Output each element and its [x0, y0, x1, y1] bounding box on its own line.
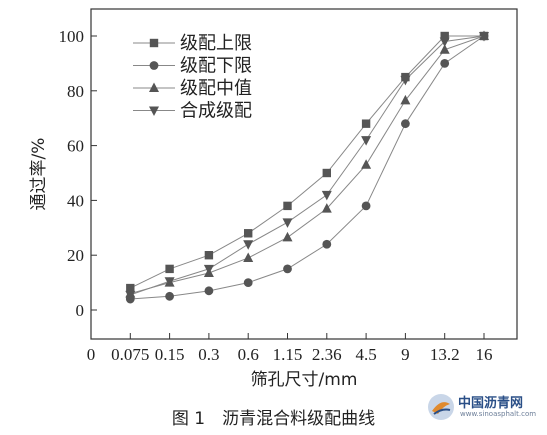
legend-marker — [149, 106, 159, 116]
watermark-name: 中国沥青网 — [458, 396, 524, 411]
x-tick-label: 2.36 — [312, 345, 342, 364]
legend-item: 级配上限 — [133, 33, 252, 54]
legend-marker — [149, 61, 159, 70]
data-point — [439, 37, 450, 47]
data-point — [322, 239, 332, 249]
data-point — [401, 119, 410, 129]
x-axis-title: 筛孔尺寸/mm — [251, 370, 358, 390]
legend-marker — [149, 82, 159, 92]
x-tick-label: 9 — [401, 345, 410, 364]
data-point — [164, 277, 175, 287]
x-tick-label: 13.2 — [430, 345, 460, 364]
x-tick-label: 0.3 — [198, 345, 219, 364]
data-point — [282, 231, 293, 242]
data-point — [125, 290, 136, 301]
data-point — [204, 251, 214, 260]
data-point — [282, 218, 293, 228]
y-tick-label: 20 — [67, 246, 84, 265]
plot-frame — [90, 8, 518, 340]
watermark-url: www.sinoasphalt.com — [460, 410, 537, 418]
x-tick-label: 4.5 — [355, 345, 376, 364]
legend-label: 级配上限 — [180, 33, 252, 54]
data-point — [283, 201, 292, 211]
data-point — [243, 252, 254, 262]
data-point — [440, 59, 450, 68]
data-point — [244, 229, 253, 238]
x-tick-label: 1.15 — [273, 345, 303, 364]
series-line — [130, 35, 485, 300]
x-tick-label: 0 — [87, 345, 96, 364]
legend-item: 级配下限 — [133, 56, 252, 77]
data-point — [165, 291, 175, 301]
y-axis-title: 通过率/% — [29, 138, 49, 211]
data-point — [440, 31, 449, 41]
y-tick-label: 60 — [67, 137, 84, 156]
figure-caption: 图 1 沥青混合料级配曲线 — [171, 409, 376, 429]
watermark-logo-icon — [428, 394, 454, 420]
x-tick-label: 16 — [476, 345, 493, 364]
legend-marker — [149, 38, 159, 48]
legend-label: 级配中值 — [180, 78, 252, 99]
legend-item: 级配中值 — [133, 78, 252, 99]
legend-label: 级配下限 — [180, 56, 252, 77]
y-tick-label: 100 — [59, 27, 85, 46]
data-point — [400, 75, 411, 86]
data-point — [204, 286, 214, 296]
data-point — [165, 264, 174, 274]
data-point — [361, 201, 371, 211]
legend-label: 合成级配 — [180, 101, 252, 122]
data-point — [400, 94, 411, 105]
data-point — [439, 44, 450, 54]
data-point — [321, 190, 332, 201]
series-line — [130, 35, 484, 289]
data-point — [243, 278, 253, 287]
x-tick-label: 0.6 — [238, 345, 259, 364]
y-tick-label: 80 — [67, 82, 84, 101]
y-tick-label: 0 — [76, 301, 85, 320]
chart-ticks: 0 20 40 60 80 100 0 0.075 0.15 0.3 0.6 1.15 2.36 4.5 9… — [59, 27, 493, 364]
data-point — [321, 203, 332, 213]
series-line — [130, 35, 485, 296]
x-tick-label: 0.075 — [111, 345, 149, 364]
series-line — [130, 35, 485, 295]
site-watermark: 中国沥青网 www.sinoasphalt.com — [426, 386, 544, 430]
y-tick-label: 40 — [67, 191, 84, 210]
data-point — [322, 168, 331, 178]
x-tick-label: 0.15 — [155, 345, 185, 364]
gradation-chart: 0 20 40 60 80 100 0 0.075 0.15 0.3 0.6 1.15 2.36 4.5 9… — [29, 8, 518, 390]
data-point — [361, 159, 372, 169]
data-point — [283, 264, 292, 274]
legend-item: 合成级配 — [133, 101, 252, 122]
data-point — [203, 264, 214, 275]
data-point — [243, 240, 254, 250]
chart-series — [125, 30, 489, 304]
data-point — [361, 119, 371, 128]
series-triangle-down — [125, 32, 489, 301]
data-point — [361, 136, 372, 146]
data-point — [479, 32, 489, 42]
chart-axes — [90, 8, 518, 340]
